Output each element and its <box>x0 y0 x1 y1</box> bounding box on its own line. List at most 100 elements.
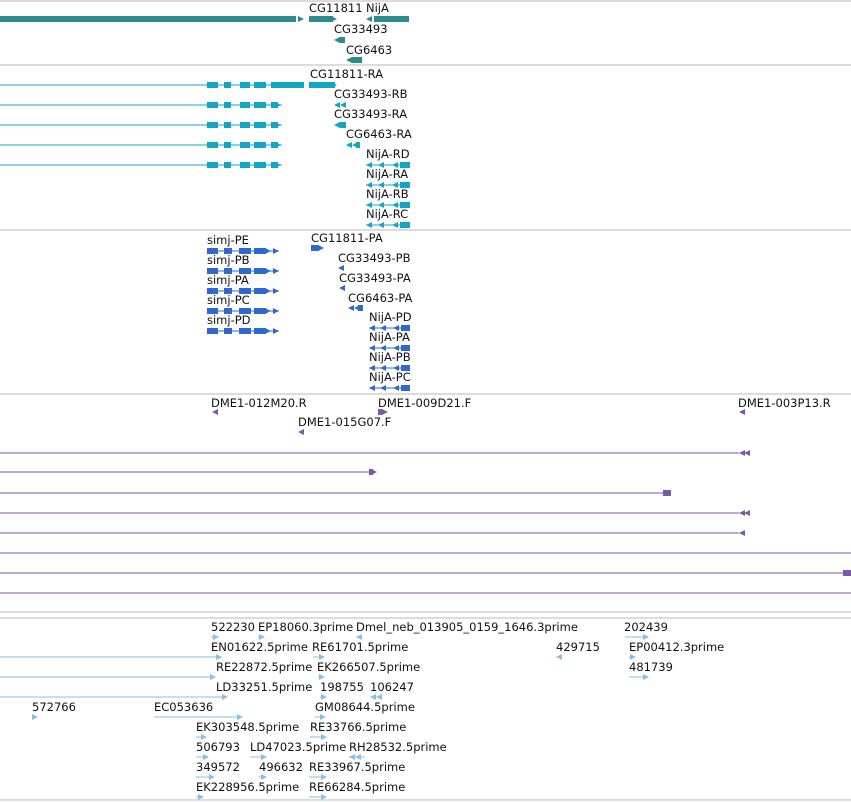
est-end-arrow[interactable] <box>630 654 636 660</box>
transcript-exon[interactable] <box>271 82 304 88</box>
protein-exon[interactable] <box>358 305 363 311</box>
protein-exon[interactable] <box>207 288 218 294</box>
transcript-strand-arrow[interactable] <box>378 162 384 168</box>
gene-strand-arrow[interactable] <box>346 57 352 63</box>
est-end-arrow[interactable] <box>321 774 327 780</box>
protein-strand-arrow[interactable] <box>393 365 399 371</box>
est-end-arrow[interactable] <box>319 674 325 680</box>
protein-exon[interactable] <box>207 308 218 314</box>
protein-strand-arrow[interactable] <box>257 248 263 254</box>
transcript-strand-arrow[interactable] <box>225 162 231 168</box>
gene-feature[interactable] <box>309 16 333 22</box>
protein-exon[interactable] <box>239 308 251 314</box>
clone-end[interactable] <box>378 409 382 415</box>
protein-strand-arrow[interactable] <box>225 268 231 274</box>
protein-strand-arrow[interactable] <box>257 328 263 334</box>
clone-end-arrow[interactable] <box>371 469 377 475</box>
est-end-arrow[interactable] <box>210 674 216 680</box>
gene-strand-arrow[interactable] <box>331 16 337 22</box>
est-end-arrow[interactable] <box>261 754 267 760</box>
est-end-arrow[interactable] <box>213 634 219 640</box>
transcript-strand-arrow[interactable] <box>392 182 398 188</box>
clone-end-arrow[interactable] <box>382 409 388 415</box>
clone-end-arrow[interactable] <box>212 409 218 415</box>
protein-strand-arrow[interactable] <box>318 245 324 251</box>
gene-feature[interactable] <box>0 16 296 22</box>
protein-strand-arrow[interactable] <box>393 385 399 391</box>
transcript-strand-arrow[interactable] <box>392 162 398 168</box>
est-end-arrow[interactable] <box>261 774 267 780</box>
transcript-exon[interactable] <box>400 202 410 208</box>
est-end-arrow[interactable] <box>201 734 207 740</box>
protein-strand-arrow[interactable] <box>369 345 375 351</box>
gene-strand-arrow[interactable] <box>334 37 340 43</box>
gene-strand-arrow[interactable] <box>298 16 304 22</box>
gene-strand-arrow[interactable] <box>366 16 372 22</box>
protein-exon[interactable] <box>207 248 218 254</box>
protein-strand-arrow[interactable] <box>265 268 271 274</box>
gene-feature[interactable] <box>374 16 409 22</box>
transcript-strand-arrow[interactable] <box>334 102 340 108</box>
est-end-arrow[interactable] <box>259 634 265 640</box>
clone-end-arrow[interactable] <box>744 510 750 516</box>
protein-strand-arrow[interactable] <box>380 365 386 371</box>
transcript-strand-arrow[interactable] <box>225 102 231 108</box>
clone-end-arrow[interactable] <box>298 429 304 435</box>
protein-strand-arrow[interactable] <box>348 305 354 311</box>
est-end-arrow[interactable] <box>203 754 209 760</box>
transcript-strand-arrow[interactable] <box>378 202 384 208</box>
protein-strand-arrow[interactable] <box>265 308 271 314</box>
est-end-arrow[interactable] <box>643 634 649 640</box>
transcript-exon[interactable] <box>340 122 346 128</box>
protein-strand-arrow[interactable] <box>265 328 271 334</box>
transcript-strand-arrow[interactable] <box>225 82 231 88</box>
transcript-strand-arrow[interactable] <box>378 222 384 228</box>
protein-strand-arrow[interactable] <box>273 308 279 314</box>
est-end-arrow[interactable] <box>376 694 382 700</box>
transcript-exon[interactable] <box>309 82 335 88</box>
protein-exon[interactable] <box>401 345 410 351</box>
transcript-strand-arrow[interactable] <box>275 142 281 148</box>
protein-exon[interactable] <box>401 325 410 331</box>
protein-exon[interactable] <box>311 245 319 251</box>
transcript-strand-arrow[interactable] <box>340 102 346 108</box>
est-end-arrow[interactable] <box>321 694 327 700</box>
transcript-strand-arrow[interactable] <box>225 142 231 148</box>
transcript-strand-arrow[interactable] <box>392 202 398 208</box>
transcript-strand-arrow[interactable] <box>225 122 231 128</box>
transcript-strand-arrow[interactable] <box>275 122 281 128</box>
clone-end-arrow[interactable] <box>739 530 745 536</box>
transcript-strand-arrow[interactable] <box>260 82 266 88</box>
transcript-strand-arrow[interactable] <box>366 182 372 188</box>
clone-end-arrow[interactable] <box>744 450 750 456</box>
transcript-strand-arrow[interactable] <box>366 202 372 208</box>
est-end-arrow[interactable] <box>321 794 327 800</box>
transcript-strand-arrow[interactable] <box>334 122 340 128</box>
protein-strand-arrow[interactable] <box>225 288 231 294</box>
protein-strand-arrow[interactable] <box>380 345 386 351</box>
protein-exon[interactable] <box>239 268 251 274</box>
protein-exon[interactable] <box>207 328 218 334</box>
est-end-arrow[interactable] <box>222 694 228 700</box>
protein-strand-arrow[interactable] <box>225 328 231 334</box>
est-end-arrow[interactable] <box>356 634 362 640</box>
protein-strand-arrow[interactable] <box>273 268 279 274</box>
transcript-strand-arrow[interactable] <box>331 82 337 88</box>
clone-end-arrow[interactable] <box>739 450 745 456</box>
est-end-arrow[interactable] <box>556 654 562 660</box>
est-end-arrow[interactable] <box>32 714 38 720</box>
clone-end[interactable] <box>663 490 671 496</box>
transcript-exon[interactable] <box>400 222 410 228</box>
protein-exon[interactable] <box>239 248 251 254</box>
est-end-arrow[interactable] <box>216 654 222 660</box>
clone-end-arrow[interactable] <box>739 510 745 516</box>
protein-strand-arrow[interactable] <box>393 325 399 331</box>
protein-strand-arrow[interactable] <box>257 268 263 274</box>
protein-strand-arrow[interactable] <box>369 325 375 331</box>
est-end-arrow[interactable] <box>320 714 326 720</box>
protein-strand-arrow[interactable] <box>273 288 279 294</box>
protein-strand-arrow[interactable] <box>257 308 263 314</box>
transcript-exon[interactable] <box>400 182 410 188</box>
est-end-arrow[interactable] <box>321 734 327 740</box>
protein-strand-arrow[interactable] <box>380 325 386 331</box>
